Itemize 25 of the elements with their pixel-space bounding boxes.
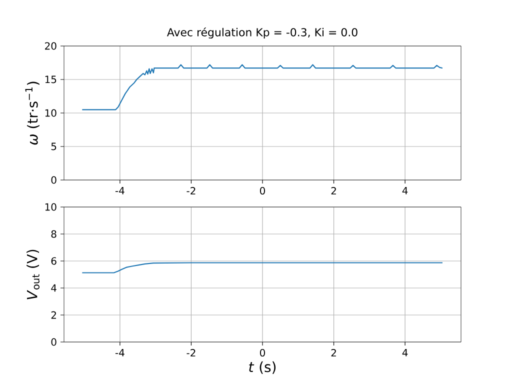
y-tick-label: 10 [45, 109, 56, 117]
y-tick-label: 5 [51, 142, 56, 150]
y-axis-title: V$_{out}$ (V) [26, 250, 40, 300]
y-tick-label: 20 [45, 42, 56, 50]
x-tick-label: 0 [260, 187, 266, 195]
y-tick-label: 15 [45, 76, 56, 84]
x-tick-label: -2 [186, 187, 196, 194]
y-tick-label: 4 [51, 284, 56, 292]
y-axis-title: ω (tr·s$^{−1}$) [25, 82, 40, 145]
x-tick-label: 4 [402, 349, 408, 356]
y-tick-label: 2 [51, 311, 56, 319]
x-tick-label: 2 [331, 349, 336, 356]
x-tick-label: -4 [115, 187, 124, 194]
x-axis-title: t (s) [249, 361, 276, 374]
y-tick-label: 0 [51, 176, 56, 184]
y-tick-label: 0 [51, 338, 56, 346]
chart-title: Avec régulation Kp = -0.3, Ki = 0.0 [166, 27, 358, 38]
x-tick-label: 0 [260, 349, 266, 357]
y-tick-label: 6 [51, 257, 56, 265]
y-tick-label: 8 [51, 230, 56, 238]
x-tick-label: -2 [186, 349, 196, 356]
y-tick-label: 10 [45, 203, 56, 211]
x-tick-label: 4 [402, 187, 408, 194]
x-tick-label: 2 [331, 187, 336, 194]
x-tick-label: -4 [115, 349, 124, 356]
